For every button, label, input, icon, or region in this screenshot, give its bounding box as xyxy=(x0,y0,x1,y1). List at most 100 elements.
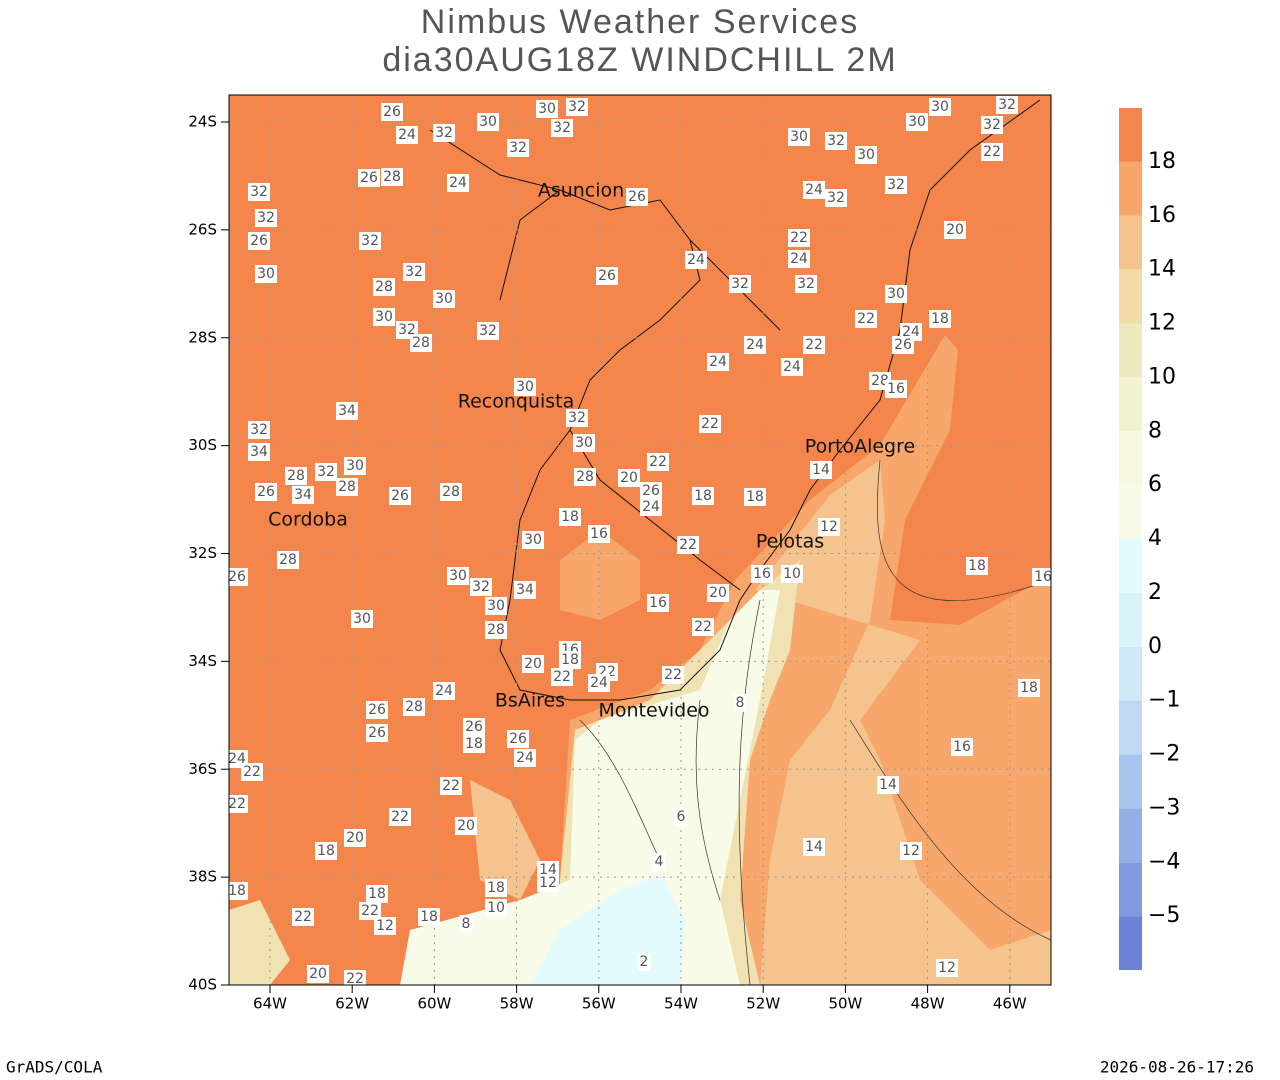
colorbar-box xyxy=(1119,215,1142,270)
contour-label: 24 xyxy=(516,750,534,766)
lat-label: 38S xyxy=(188,868,217,886)
contour-label: 30 xyxy=(375,309,393,325)
contour-label: 22 xyxy=(553,669,571,685)
contour-label: 10 xyxy=(487,900,505,916)
contour-label: 32 xyxy=(568,99,586,115)
contour-label: 28 xyxy=(287,468,305,484)
contour-label-box xyxy=(433,290,455,308)
contour-label: 24 xyxy=(449,175,467,191)
contour-label-box xyxy=(389,487,411,505)
contour-label: 24 xyxy=(790,251,808,267)
contour-label-box xyxy=(551,119,573,137)
contour-label: 32 xyxy=(887,177,905,193)
contour-label: 22 xyxy=(346,971,364,987)
lat-label: 28S xyxy=(188,328,217,346)
contour-label: 22 xyxy=(442,778,460,794)
contour-label-box xyxy=(885,176,907,194)
contour-label: 22 xyxy=(694,619,712,635)
contour-label-box xyxy=(559,508,581,526)
contour-label-box xyxy=(463,735,485,753)
contour-label: 26 xyxy=(642,483,660,499)
colorbar-box xyxy=(1119,754,1142,809)
colorbar-label: 12 xyxy=(1148,311,1176,336)
contour-label-box xyxy=(389,808,411,826)
annotations: 24S 26S 28S 30S 32S 34S 36S 38S 40S 64W 62W 60W 58W 5… xyxy=(188,108,1180,1013)
contour-label: 22 xyxy=(361,903,379,919)
colorbar-label: 6 xyxy=(1148,472,1162,497)
contour-label: 22 xyxy=(243,764,261,780)
contour-label-box xyxy=(900,842,922,860)
contour-label-box xyxy=(315,842,337,860)
contour-label: 18 xyxy=(746,489,764,505)
contour-label-box xyxy=(818,518,840,536)
contour-label-box xyxy=(637,953,651,971)
colorbar-box xyxy=(1119,862,1142,917)
contour-label-box xyxy=(514,749,536,767)
contour-label-box xyxy=(795,275,817,293)
contour-label: 32 xyxy=(731,276,749,292)
colorbar-label: 10 xyxy=(1148,364,1176,389)
contour-label-box xyxy=(781,565,803,583)
contour-label: 12 xyxy=(539,875,557,891)
city-label: Pelotas xyxy=(756,531,824,553)
contour-label-box xyxy=(944,221,966,239)
contour-label-box xyxy=(459,915,473,933)
colorbar-box xyxy=(1119,323,1142,378)
contour-label: 22 xyxy=(679,537,697,553)
contour-label-box xyxy=(707,353,729,371)
contour-label: 22 xyxy=(294,909,312,925)
contour-label: 8 xyxy=(736,695,745,711)
colorbar-box xyxy=(1119,431,1142,486)
contour-label-box xyxy=(447,174,469,192)
contour-lines xyxy=(579,459,1051,985)
contour-label: 24 xyxy=(590,675,608,691)
colorbar-label: 18 xyxy=(1148,149,1176,174)
contour-label-box xyxy=(248,443,270,461)
footer-right: 2026-08-26-17:26 xyxy=(1100,1058,1254,1077)
contour-label-box xyxy=(418,908,440,926)
contour-label-box xyxy=(647,594,669,612)
contour-label-box xyxy=(366,701,388,719)
contour-label-box xyxy=(803,838,825,856)
contour-label: 16 xyxy=(753,566,771,582)
contour-label: 30 xyxy=(887,286,905,302)
contour-label: 20 xyxy=(709,585,727,601)
contour-label-box xyxy=(640,498,662,516)
contour-label: 32 xyxy=(827,190,845,206)
contour-label: 28 xyxy=(338,479,356,495)
lat-label: 32S xyxy=(188,544,217,562)
contour-label-box xyxy=(788,229,810,247)
contour-label-box xyxy=(574,468,596,486)
contour-label-box xyxy=(677,536,699,554)
city-label: PortoAlegre xyxy=(805,436,915,458)
contour-label-box xyxy=(929,98,951,116)
contour-label: 22 xyxy=(228,796,246,812)
contour-label-box xyxy=(885,380,907,398)
contour-label-box xyxy=(447,567,469,585)
contour-label: 18 xyxy=(968,558,986,574)
contour-label-box xyxy=(803,336,825,354)
contour-label: 28 xyxy=(375,279,393,295)
colorbar-box xyxy=(1119,269,1142,324)
fill-14 xyxy=(755,460,1051,985)
lon-label: 60W xyxy=(417,995,451,1013)
contour-label-box xyxy=(810,461,832,479)
contour-label-box xyxy=(559,651,581,669)
contour-label-box xyxy=(255,209,277,227)
contour-label: 24 xyxy=(398,127,416,143)
title-line-1: Nimbus Weather Services xyxy=(421,3,859,41)
contour-label-box xyxy=(1032,568,1051,586)
contour-label: 30 xyxy=(257,266,275,282)
contour-label: 28 xyxy=(405,699,423,715)
contour-label-box xyxy=(248,183,270,201)
contour-label-box xyxy=(229,882,248,900)
contour-label-box xyxy=(485,899,507,917)
contour-label: 10 xyxy=(783,566,801,582)
contour-label-box xyxy=(359,232,381,250)
colorbar-box xyxy=(1119,808,1142,863)
footer-left: GrADS/COLA xyxy=(6,1058,103,1077)
contour-label-box xyxy=(566,409,588,427)
contour-label-box xyxy=(573,434,595,452)
contour-label-box xyxy=(685,251,707,269)
contour-label: 12 xyxy=(902,843,920,859)
